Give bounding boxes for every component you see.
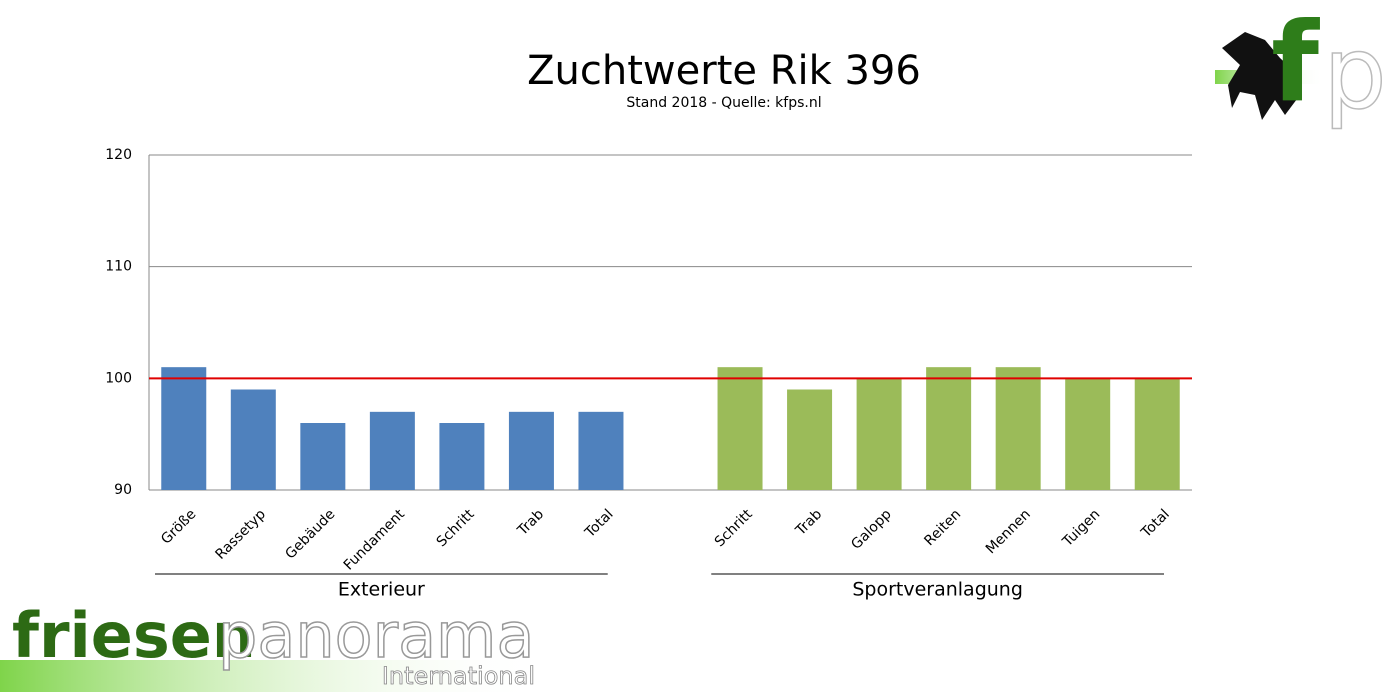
x-tick-label: Rassetyp [212,506,269,563]
x-tick-label: Mennen [983,506,1034,557]
x-tick-label: Reiten [921,506,964,549]
x-tick-label: Trab [514,506,547,539]
logo-horse [1222,32,1300,120]
x-tick-label: Gebäude [282,506,338,562]
y-tick-label: 100 [105,370,132,386]
x-tick-label: Größe [158,506,199,547]
logo-swoosh [0,660,540,692]
bar [787,389,833,490]
x-tick-label: Tuigen [1059,506,1103,550]
bar [717,367,763,490]
plot-area: 90 100 110 120 Größe Rassetyp Gebäude Fundament… [105,147,1192,601]
x-tick-label: Total [581,506,616,541]
logo-brand: panorama [218,599,534,672]
x-tick-label: Fundament [341,506,409,574]
bar [578,411,624,490]
y-tick-label: 110 [105,259,132,275]
x-tick-label: Total [1138,506,1173,541]
x-tick-label: Schritt [712,506,756,550]
y-tick-label: 90 [114,482,132,498]
logo-top: f p [1215,0,1387,132]
bar [1065,378,1111,490]
x-tick-label: Schritt [434,506,478,550]
bar [995,367,1041,490]
logo-brand: International [382,662,535,690]
chart-subtitle: Stand 2018 - Quelle: kfps.nl [626,95,821,111]
group-label: Exterieur [338,579,425,601]
bar [926,367,972,490]
bar [369,411,415,490]
bar [508,411,554,490]
bar [439,423,485,490]
x-tick-label: Trab [792,506,825,539]
bar [1134,378,1180,490]
bar [230,389,276,490]
group-label: Sportveranlagung [852,579,1023,601]
logo-mark: p [1323,14,1386,131]
logo-bottom: friesen panorama International [0,598,540,692]
logo-brand: friesen [12,599,256,672]
logo-mark: f [1271,0,1320,126]
bar [161,367,207,490]
chart-title: Zuchtwerte Rik 396 [527,48,921,94]
bar [300,423,346,490]
x-tick-label: Galopp [848,506,895,553]
bar [856,378,902,490]
y-tick-label: 120 [105,147,132,163]
